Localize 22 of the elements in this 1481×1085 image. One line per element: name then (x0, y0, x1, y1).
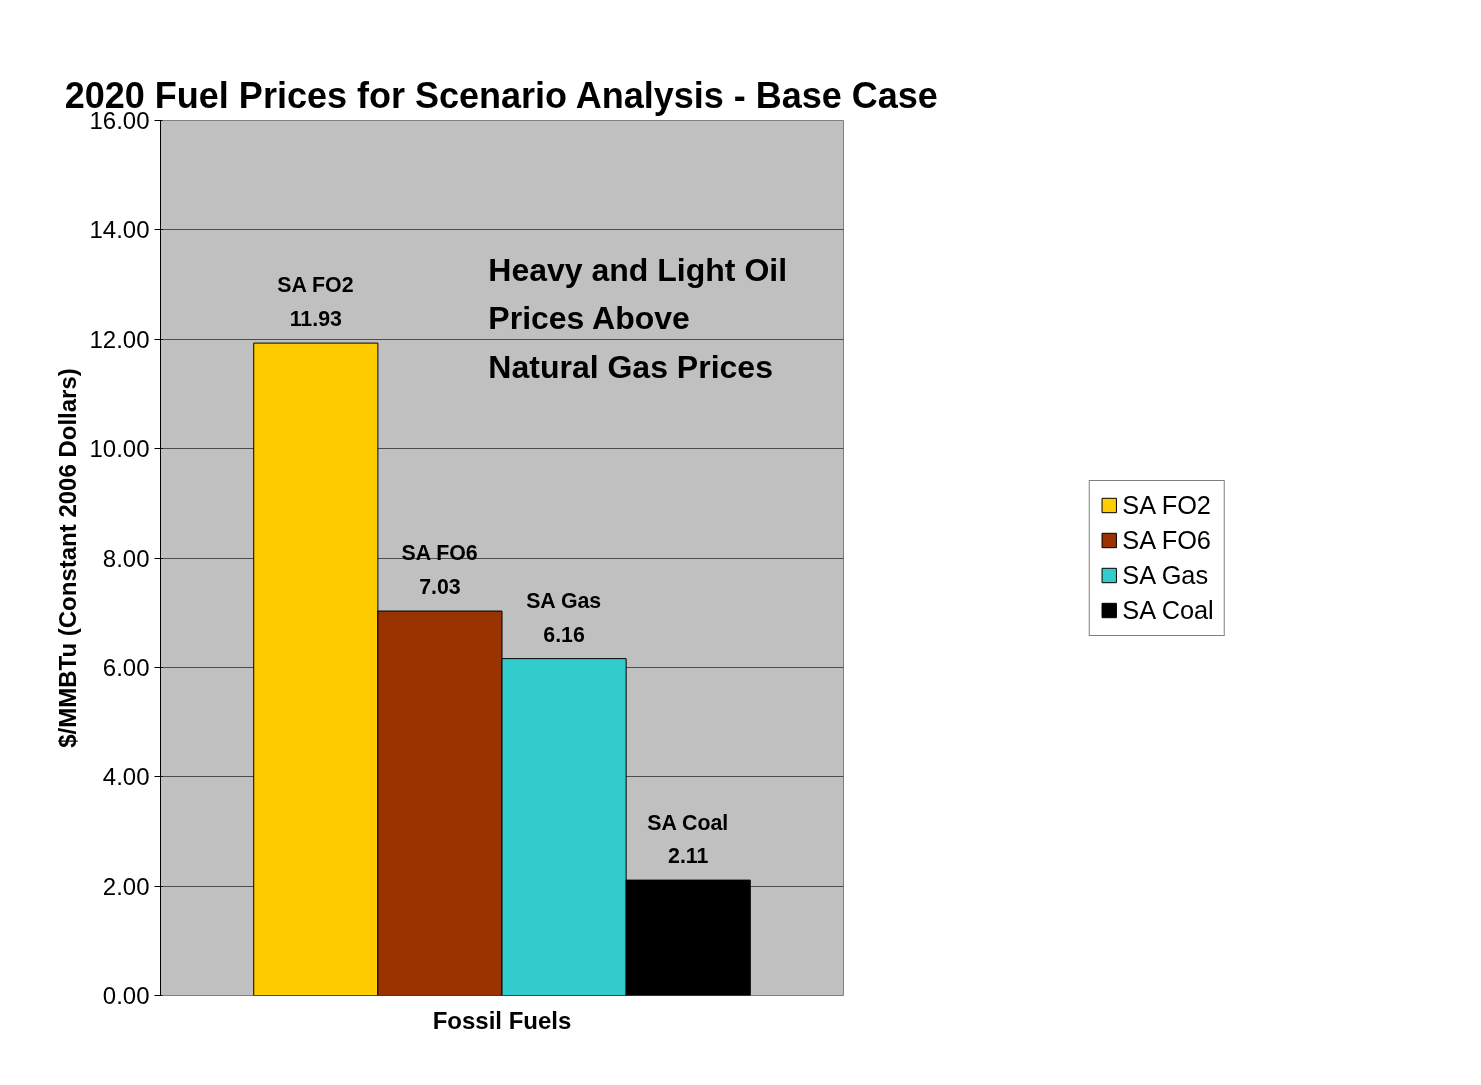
y-tick-label: 4.00 (102, 763, 150, 791)
data-label: 7.03 (419, 575, 461, 600)
y-tick-label: 14.00 (89, 216, 150, 244)
legend-label: SA FO6 (1122, 525, 1211, 555)
data-label: 2.11 (668, 844, 709, 869)
y-tick-label: 12.00 (89, 325, 150, 353)
y-axis-title: $/MMBTu (Constant 2006 Dollars) (54, 368, 82, 748)
data-label: 6.16 (543, 622, 585, 647)
y-tick-label: 2.00 (102, 872, 150, 900)
x-axis-title: Fossil Fuels (432, 1006, 572, 1034)
y-tick-label: 0.00 (102, 982, 150, 1009)
text: SA Coal (647, 810, 729, 835)
y-tick-label: 10.00 (89, 435, 150, 463)
data-label: 11.93 (289, 307, 343, 332)
text: SA Gas (526, 589, 602, 614)
text: SA FO2 (277, 273, 354, 298)
legend-label: SA FO2 (1122, 490, 1211, 520)
y-tick-label: 6.00 (102, 653, 150, 681)
legend-label: SA Gas (1122, 560, 1209, 590)
annotation: Heavy and Light Oil Prices Above Natural Gas Prices (488, 251, 788, 385)
y-tick-label: 8.00 (102, 544, 150, 572)
legend-label: SA Coal (1122, 595, 1214, 625)
